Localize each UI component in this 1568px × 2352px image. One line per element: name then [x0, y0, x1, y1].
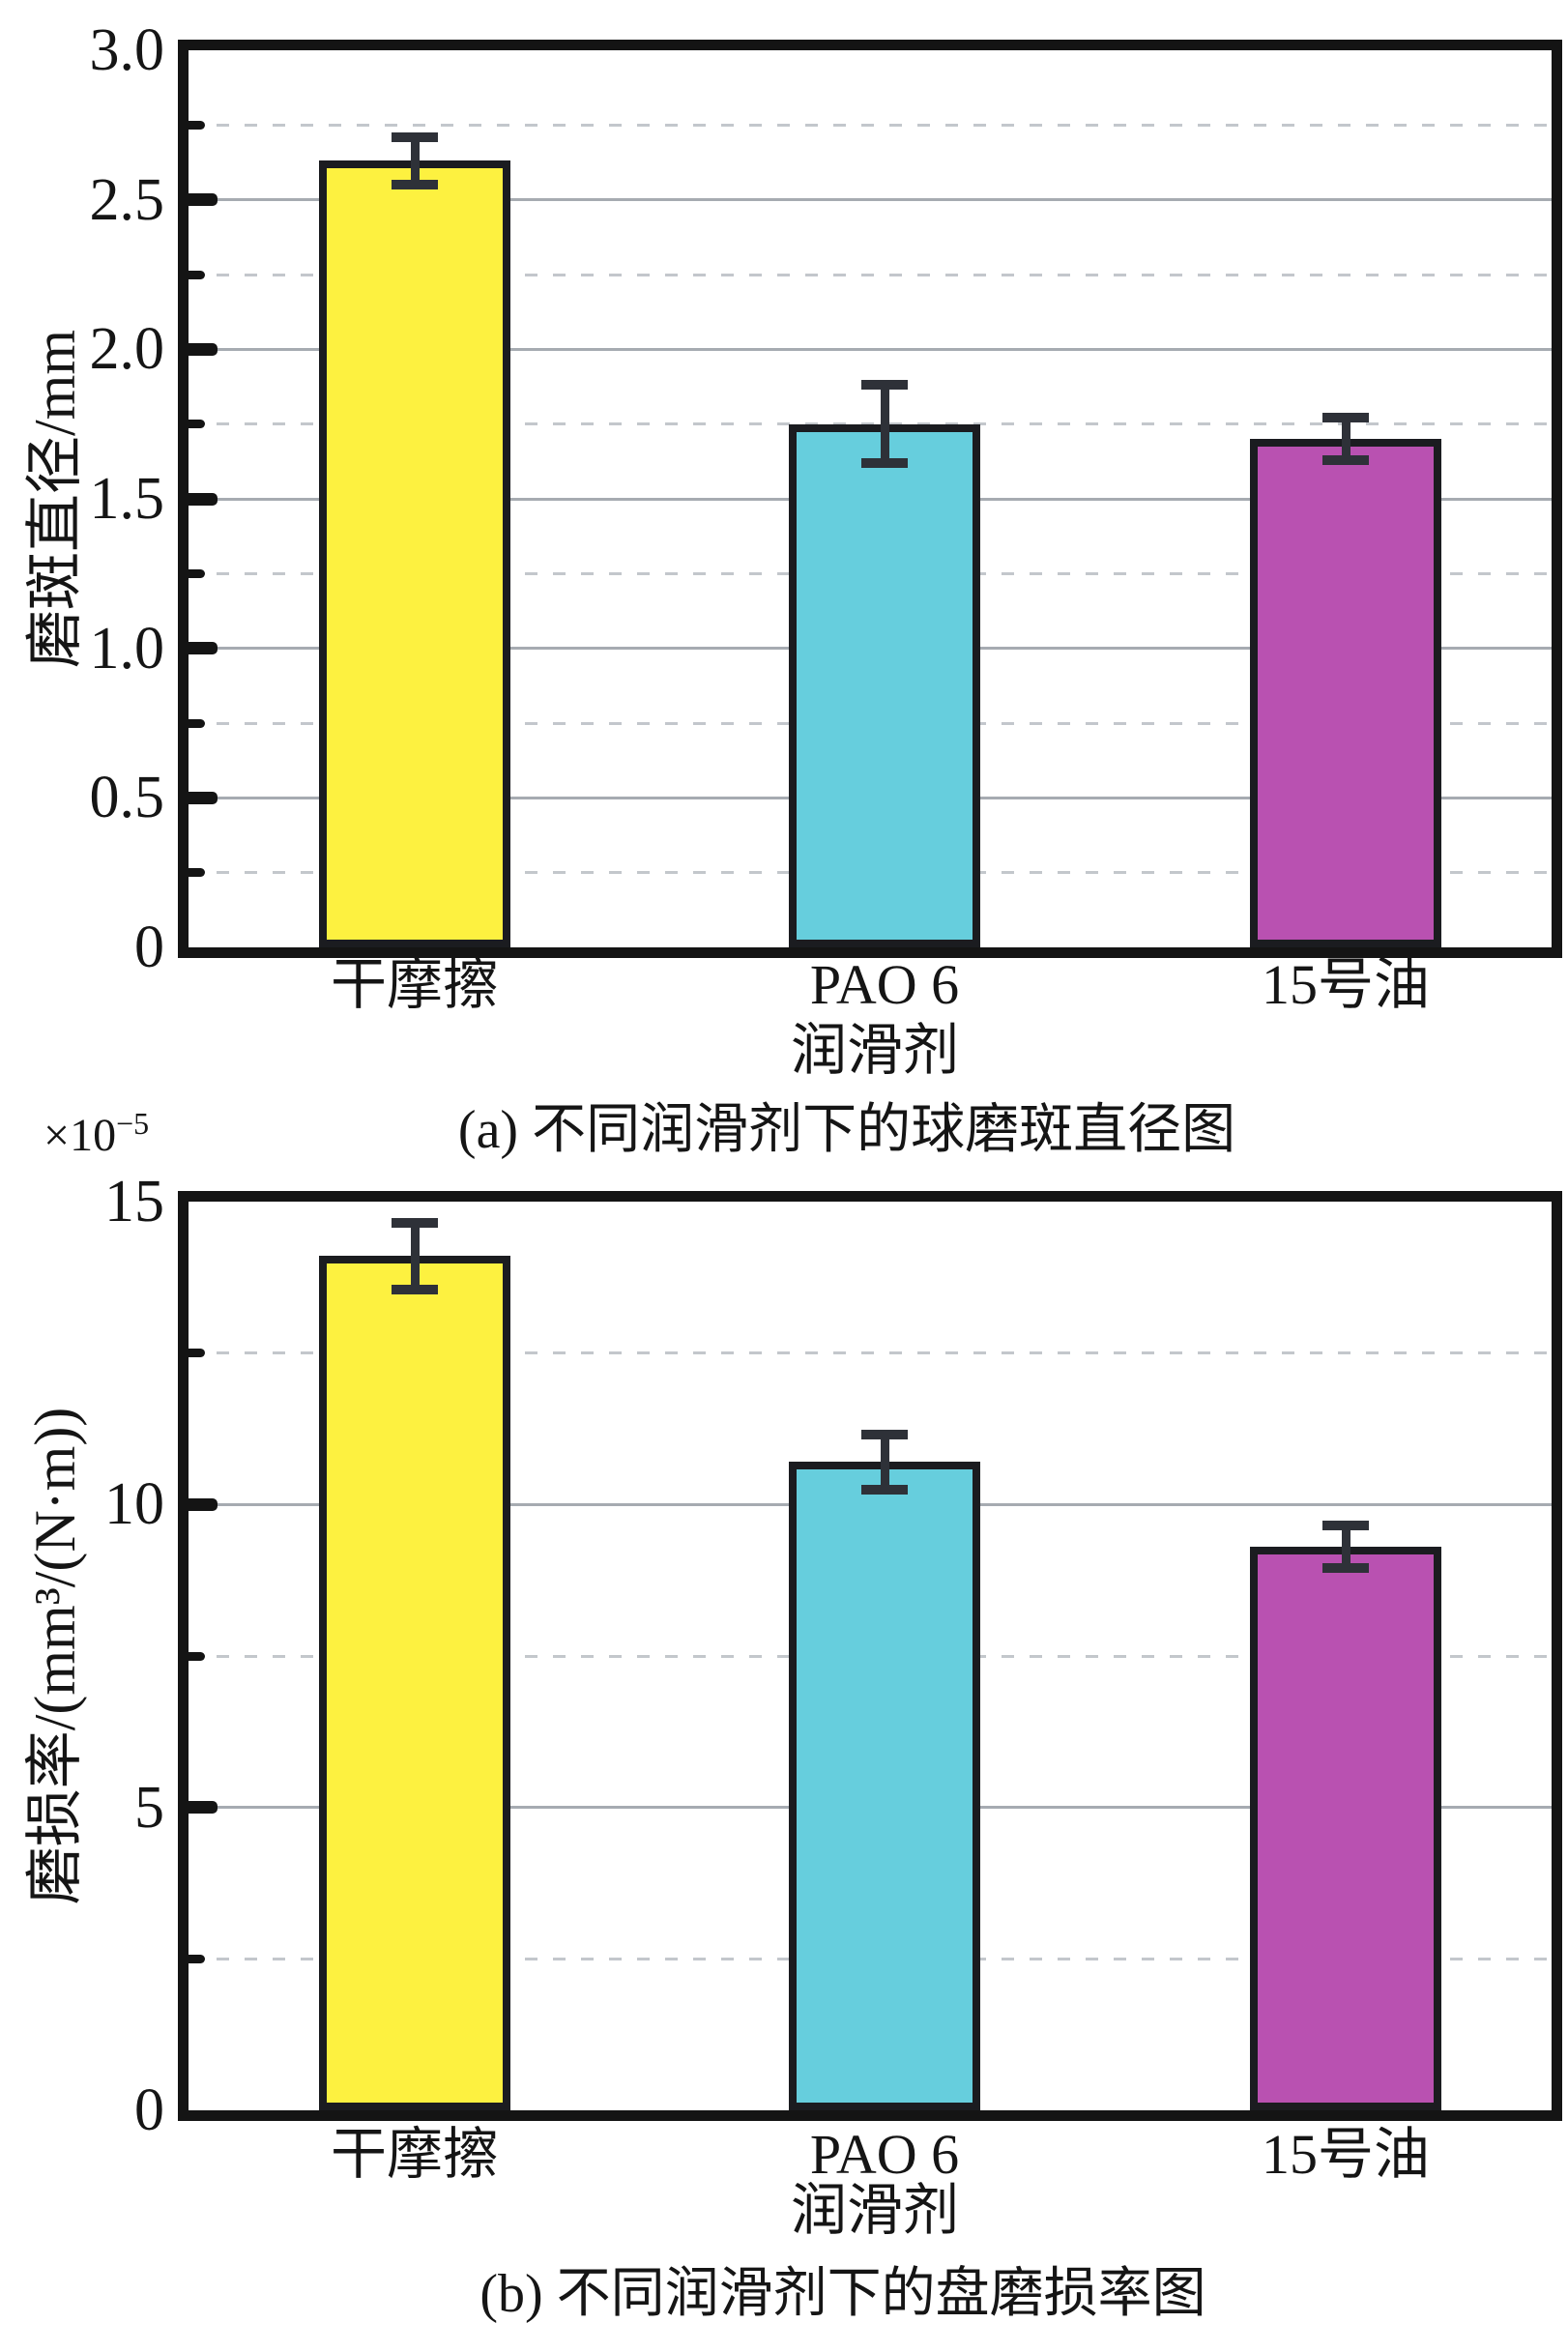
- error-bar-bottom-cap: [1322, 1563, 1369, 1574]
- scale-factor-exponent: −5: [116, 1106, 150, 1141]
- y-tick-label: 2.0: [89, 316, 165, 383]
- error-bar-whisker: [880, 1435, 889, 1490]
- gridline-minor: [189, 273, 1552, 276]
- error-bar-top-cap: [392, 1217, 438, 1228]
- y-axis-major-tick: [189, 342, 218, 356]
- y-axis-major-tick: [189, 492, 218, 506]
- y-axis-minor-tick: [189, 1651, 205, 1661]
- y-tick-label: 0: [134, 2077, 164, 2143]
- error-bar-top-cap: [861, 380, 908, 391]
- y-axis-minor-tick: [189, 1954, 205, 1963]
- error-bar-whisker: [880, 385, 889, 463]
- y-axis-minor-tick: [189, 568, 205, 578]
- bar-干摩擦: [319, 160, 510, 947]
- y-tick-label: 1.5: [89, 466, 165, 532]
- error-bar-top-cap: [861, 1430, 908, 1440]
- bar-15号油: [1250, 439, 1441, 947]
- bar-PAO 6: [789, 423, 980, 947]
- x-category-label: 15号油: [1261, 953, 1431, 1016]
- error-bar-top-cap: [392, 131, 438, 142]
- x-category-label: 干摩擦: [330, 2123, 500, 2186]
- error-bar-whisker: [410, 136, 420, 186]
- y-tick-label: 0.5: [89, 765, 165, 831]
- error-bar-bottom-cap: [392, 180, 438, 190]
- y-tick-label: 1.0: [89, 615, 165, 682]
- error-bar-bottom-cap: [392, 1284, 438, 1294]
- scale-factor-base: ×10: [44, 1110, 117, 1161]
- y-axis-minor-tick: [189, 270, 205, 279]
- y-axis-major-tick: [189, 791, 218, 804]
- y-axis-major-tick: [189, 642, 218, 655]
- y-axis-minor-tick: [189, 868, 205, 878]
- chart-b-plot-area: [178, 1191, 1562, 2121]
- y-axis-minor-tick: [189, 718, 205, 728]
- x-category-label: 15号油: [1261, 2123, 1431, 2186]
- error-bar-whisker: [410, 1222, 420, 1290]
- y-axis-major-tick: [189, 1497, 218, 1511]
- error-bar-whisker: [1341, 1525, 1350, 1569]
- error-bar-whisker: [1341, 418, 1350, 460]
- y-tick-label: 10: [104, 1471, 164, 1538]
- x-category-label: PAO 6: [809, 2123, 960, 2186]
- error-bar-top-cap: [1322, 413, 1369, 423]
- error-bar-top-cap: [1322, 1521, 1369, 1531]
- chart-a-x-axis-title: 润滑剂: [790, 1019, 960, 1082]
- x-category-label: 干摩擦: [330, 953, 500, 1016]
- gridline-minor: [189, 1351, 1552, 1355]
- bar-PAO 6: [789, 1462, 980, 2110]
- y-axis-major-tick: [189, 193, 218, 207]
- y-tick-label: 5: [134, 1774, 164, 1841]
- y-axis-minor-tick: [189, 420, 205, 429]
- error-bar-bottom-cap: [861, 457, 908, 468]
- y-tick-label: 2.5: [89, 166, 165, 233]
- bar-干摩擦: [319, 1256, 510, 2110]
- error-bar-bottom-cap: [861, 1484, 908, 1495]
- y-axis-minor-tick: [189, 120, 205, 130]
- y-tick-label: 0: [134, 915, 164, 980]
- y-tick-label: 15: [104, 1169, 164, 1234]
- gridline-minor: [189, 123, 1552, 127]
- chart-a-plot-area: [178, 40, 1562, 958]
- chart-a-caption: (a) 不同润滑剂下的球磨斑直径图: [457, 1100, 1236, 1160]
- error-bar-bottom-cap: [1322, 454, 1369, 465]
- chart-b-caption: (b) 不同润滑剂下的盘磨损率图: [479, 2264, 1206, 2324]
- gridline-major: [189, 347, 1552, 351]
- bar-15号油: [1250, 1547, 1441, 2110]
- y-axis-major-tick: [189, 1801, 218, 1815]
- chart-b-x-axis-title: 润滑剂: [790, 2179, 960, 2242]
- y-tick-label: 3.0: [89, 17, 165, 83]
- x-category-label: PAO 6: [809, 953, 960, 1016]
- chart-b-scale-factor: ×10−5: [44, 1098, 149, 1161]
- gridline-major: [189, 198, 1552, 202]
- y-axis-minor-tick: [189, 1349, 205, 1358]
